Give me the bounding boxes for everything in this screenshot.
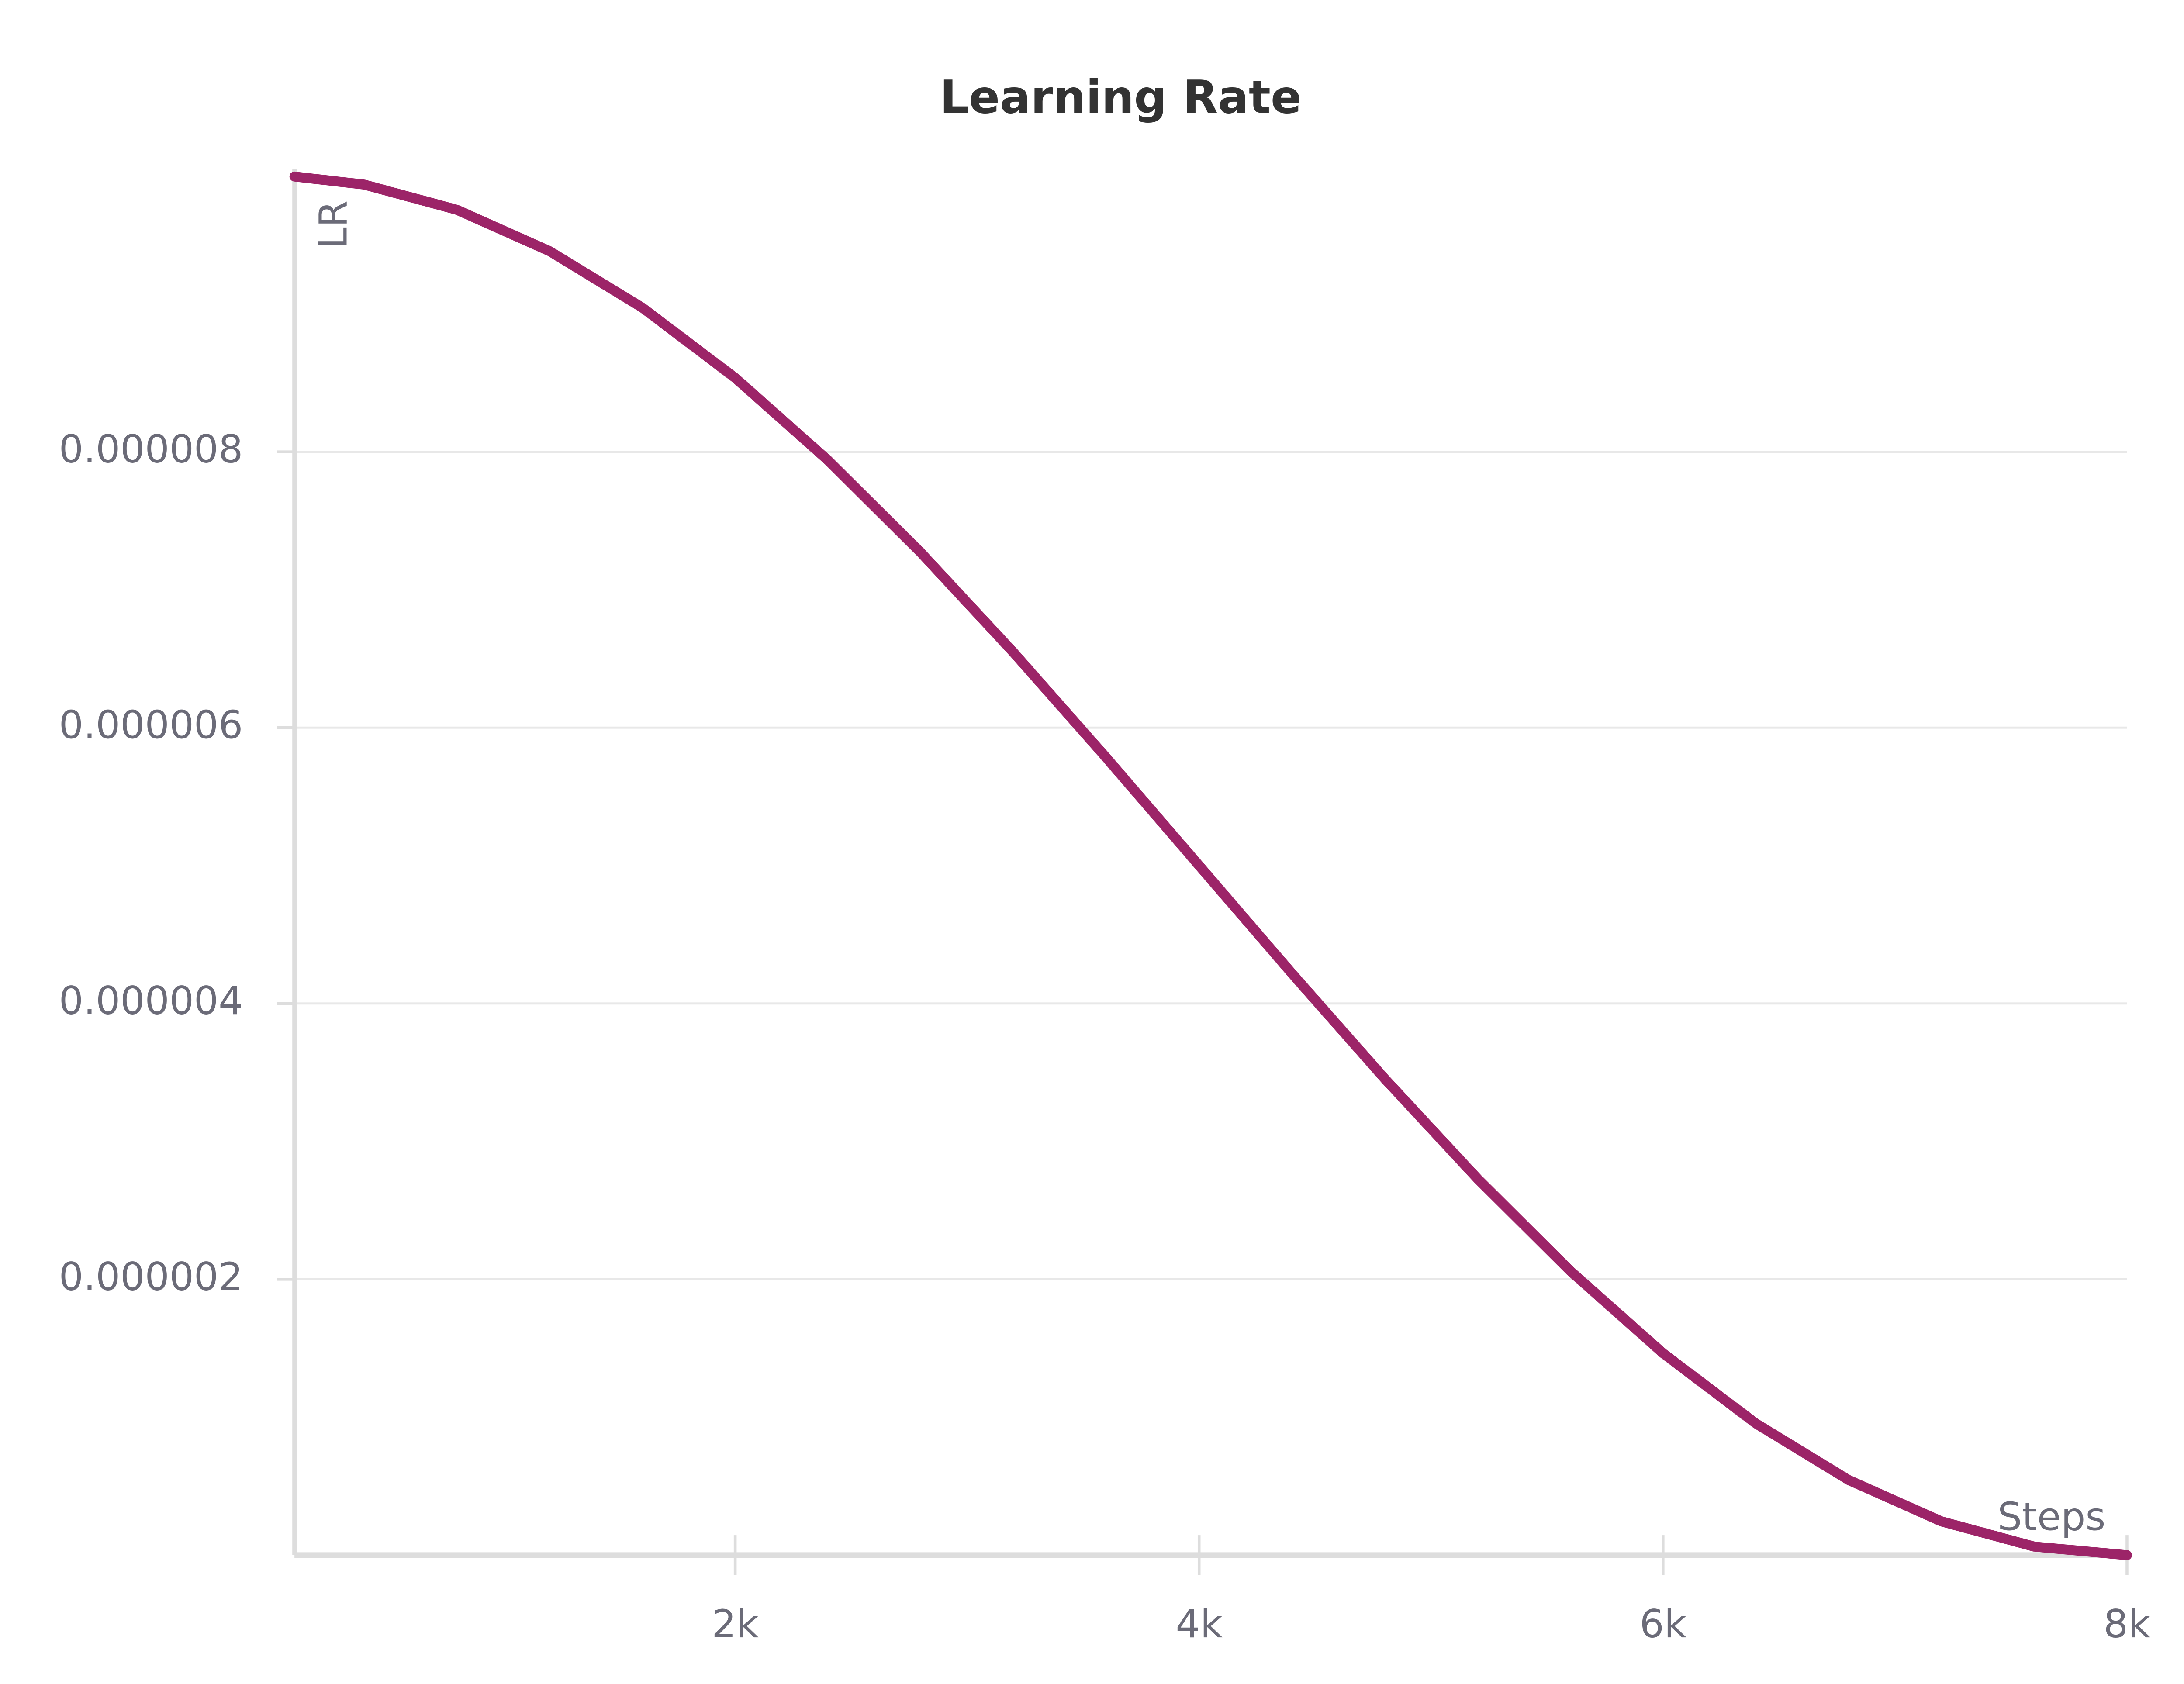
x-tick-label: 2k xyxy=(712,1601,758,1646)
y-tick-label: 0.000004 xyxy=(59,978,243,1023)
y-tick-label: 0.000006 xyxy=(59,703,243,748)
y-tick-label: 0.000002 xyxy=(59,1254,243,1299)
x-tick-label: 6k xyxy=(1640,1601,1686,1646)
y-axis-label: LR xyxy=(311,200,356,249)
x-axis-label: Steps xyxy=(1997,1494,2105,1539)
y-tick-label: 0.000008 xyxy=(59,427,243,472)
x-tick-label: 4k xyxy=(1176,1601,1223,1646)
chart-title: Learning Rate xyxy=(940,70,1302,124)
line xyxy=(289,171,2132,1560)
x-tick-label: 8k xyxy=(2104,1601,2150,1646)
